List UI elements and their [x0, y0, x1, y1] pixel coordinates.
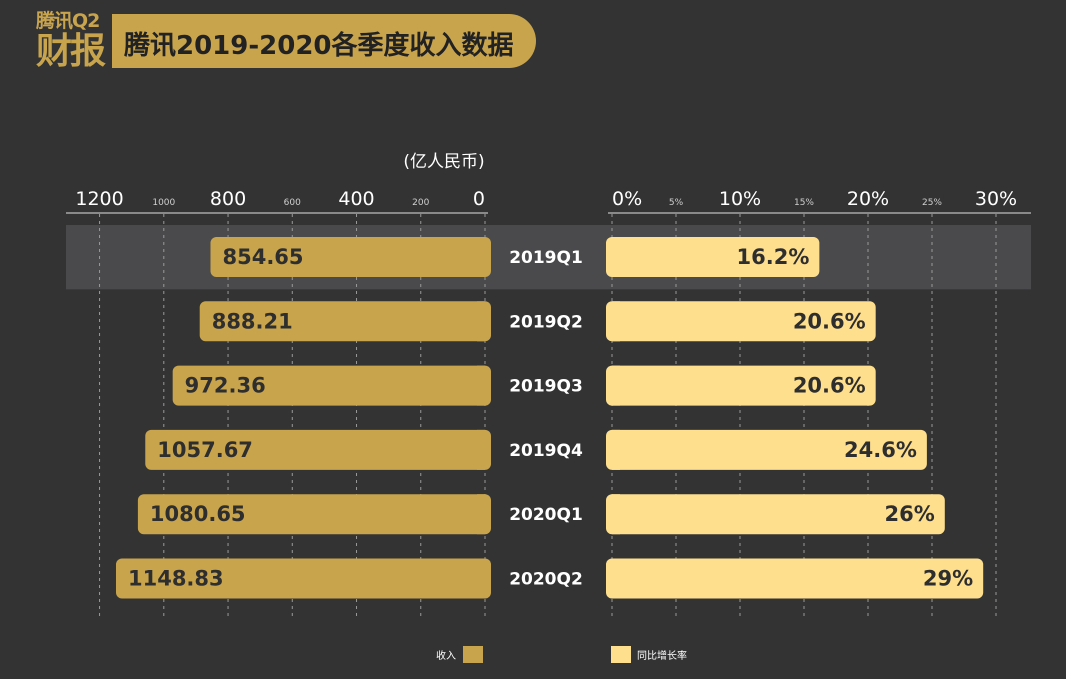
logo: 腾讯Q2 财报: [36, 12, 112, 72]
title-banner: 腾讯2019-2020各季度收入数据: [112, 14, 536, 68]
revenue-bar-edge: [477, 429, 485, 470]
revenue-bar-edge: [477, 558, 485, 599]
revenue-bar: [115, 558, 492, 599]
growth-bar-edge: [612, 558, 620, 599]
revenue-bar-edge: [477, 301, 485, 342]
legend-swatch-growth: [611, 646, 631, 663]
revenue-bar-edge: [477, 237, 485, 277]
revenue-bar: [210, 237, 491, 277]
legend-label-revenue: 收入: [436, 649, 456, 662]
right-minor-tick-label: 15%: [794, 198, 814, 208]
revenue-bar: [199, 301, 491, 342]
revenue-value-label: 1080.65: [150, 502, 246, 526]
chart-title: 腾讯2019-2020各季度收入数据: [124, 31, 514, 61]
legend-label-growth: 同比增长率: [637, 649, 687, 662]
growth-bar-edge: [612, 365, 620, 406]
revenue-bar: [172, 365, 491, 406]
growth-bar-edge: [612, 429, 620, 470]
growth-bar: [606, 237, 820, 277]
growth-value-label: 29%: [923, 567, 973, 591]
category-label: 2020Q1: [509, 505, 583, 525]
growth-value-label: 16.2%: [737, 245, 810, 269]
revenue-bar: [145, 429, 491, 470]
left-minor-tick-label: 200: [412, 198, 429, 208]
right-major-tick-label: 20%: [847, 188, 889, 210]
logo-line-1: 腾讯Q2: [36, 10, 100, 32]
growth-value-label: 24.6%: [844, 438, 917, 462]
left-major-tick-label: 1200: [75, 188, 123, 210]
growth-bar: [606, 429, 927, 470]
growth-value-label: 20.6%: [793, 309, 866, 333]
growth-bar-edge: [612, 494, 620, 535]
revenue-value-label: 888.21: [212, 309, 293, 333]
growth-bar: [606, 301, 876, 342]
revenue-value-label: 854.65: [222, 245, 303, 269]
left-minor-tick-label: 1000: [152, 198, 175, 208]
revenue-value-label: 1148.83: [128, 567, 224, 591]
left-major-tick-label: 0: [473, 188, 485, 210]
right-major-tick-label: 10%: [719, 188, 761, 210]
left-major-tick-label: 400: [338, 188, 374, 210]
growth-bar: [606, 365, 876, 406]
right-minor-tick-label: 25%: [922, 198, 942, 208]
category-label: 2020Q2: [509, 570, 583, 590]
right-major-tick-label: 0%: [612, 188, 642, 210]
growth-bar: [606, 494, 945, 535]
growth-bar-edge: [612, 237, 620, 277]
revenue-value-label: 972.36: [185, 374, 266, 398]
revenue-bar-edge: [477, 494, 485, 535]
revenue-bar: [137, 494, 492, 535]
growth-value-label: 20.6%: [793, 374, 866, 398]
growth-bar-edge: [612, 301, 620, 342]
legend-swatch-revenue: [463, 646, 483, 663]
logo-line-2: 财报: [36, 31, 106, 72]
category-label: 2019Q3: [509, 377, 583, 397]
right-minor-tick-label: 5%: [669, 198, 684, 208]
growth-value-label: 26%: [885, 502, 935, 526]
unit-label: (亿人民币): [403, 152, 484, 172]
right-major-tick-label: 30%: [975, 188, 1017, 210]
revenue-bar-edge: [477, 365, 485, 406]
category-label: 2019Q2: [509, 312, 583, 332]
left-minor-tick-label: 600: [284, 198, 301, 208]
category-label: 2019Q1: [509, 248, 583, 268]
growth-bar: [606, 558, 984, 599]
revenue-value-label: 1057.67: [157, 438, 253, 462]
category-label: 2019Q4: [509, 441, 583, 461]
left-major-tick-label: 800: [210, 188, 246, 210]
